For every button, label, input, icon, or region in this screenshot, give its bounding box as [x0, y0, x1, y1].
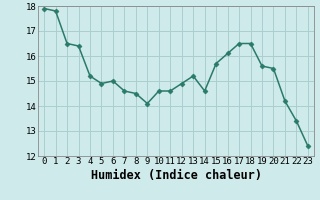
X-axis label: Humidex (Indice chaleur): Humidex (Indice chaleur): [91, 169, 261, 182]
